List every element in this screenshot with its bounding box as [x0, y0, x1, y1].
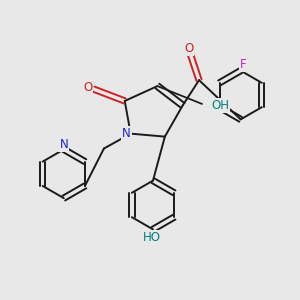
Text: O: O — [83, 81, 92, 94]
Text: OH: OH — [212, 99, 230, 112]
Text: N: N — [122, 127, 130, 140]
Text: N: N — [59, 138, 68, 151]
Text: F: F — [240, 58, 247, 70]
Text: O: O — [184, 42, 193, 56]
Text: HO: HO — [142, 231, 160, 244]
